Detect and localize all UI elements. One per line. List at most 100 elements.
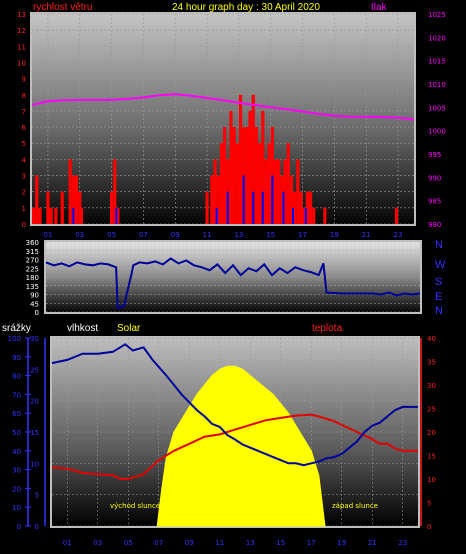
wind-bar <box>264 159 268 224</box>
wind-bar <box>280 175 284 224</box>
gust-bar <box>292 207 295 224</box>
wind-bar <box>205 191 209 224</box>
hour-tick: 07 <box>154 539 163 547</box>
compass-letter: S <box>435 276 442 288</box>
wind-bar <box>283 159 287 224</box>
wind-bar <box>49 207 53 224</box>
wind-bar <box>305 191 309 224</box>
wind-speed-tick: 2 <box>22 189 26 197</box>
wind-bar <box>210 175 214 224</box>
hour-tick: 19 <box>330 231 339 239</box>
hour-tick: 21 <box>362 231 371 239</box>
wind-speed-tick: 5 <box>22 140 26 148</box>
rain-tick: 20 <box>12 485 21 493</box>
wind-speed-tick: 4 <box>22 156 27 164</box>
wind-bar <box>222 127 227 224</box>
pressure-tick: 995 <box>428 151 441 159</box>
wind-direction-plot-area <box>46 242 420 312</box>
climate-marks <box>51 343 418 527</box>
humidity-tick: 0 <box>35 523 39 531</box>
pressure-tick: 1015 <box>428 58 446 66</box>
wind-bar <box>232 127 236 224</box>
rain-label: srážky <box>2 323 31 334</box>
temperature-label: teplota <box>312 323 342 334</box>
chart-title: 24 hour graph day : 30 April 2020 <box>172 2 320 13</box>
humidity-tick: 25 <box>30 366 39 374</box>
wind-bar <box>308 191 313 224</box>
temperature-tick: 15 <box>427 453 436 461</box>
wind-speed-tick: 10 <box>17 59 26 67</box>
hour-tick: 01 <box>63 539 72 547</box>
wind-speed-tick: 9 <box>22 76 26 84</box>
direction-tick: 135 <box>26 283 39 291</box>
wind-bar <box>46 191 50 224</box>
temperature-tick: 5 <box>427 500 431 508</box>
gust-bar <box>261 191 264 224</box>
wind-bar <box>296 159 300 224</box>
wind-pressure-marks <box>31 93 415 225</box>
pressure-tick: 1025 <box>428 11 446 19</box>
rain-tick: 30 <box>12 467 21 475</box>
temperature-line <box>51 413 418 480</box>
hour-tick: 15 <box>276 539 285 547</box>
wind-speed-tick: 12 <box>17 27 26 35</box>
wind-bar <box>261 110 265 224</box>
wind-bar <box>219 143 224 224</box>
pressure-tick: 1010 <box>428 81 446 89</box>
wind-bar <box>302 207 306 224</box>
wind-bar <box>213 159 217 224</box>
wind-bar <box>299 191 303 224</box>
wind-bar <box>79 207 83 224</box>
direction-tick: 360 <box>26 239 39 247</box>
wind-bar <box>68 159 72 224</box>
hour-tick: 19 <box>337 539 346 547</box>
wind-speed-tick: 6 <box>22 124 27 132</box>
rain-tick: 10 <box>12 504 21 512</box>
rain-tick: 60 <box>12 410 21 418</box>
direction-tick: 225 <box>26 265 39 273</box>
wind-bar <box>113 159 117 224</box>
pressure-tick: 980 <box>428 221 441 229</box>
wind-bar <box>251 94 255 225</box>
pressure-tick: 1020 <box>428 34 446 42</box>
pressure-tick: 985 <box>428 198 441 206</box>
humidity-tick: 20 <box>30 398 39 406</box>
pressure-tick: 990 <box>428 174 441 182</box>
rain-tick: 40 <box>12 448 21 456</box>
gust-bar <box>242 175 245 224</box>
wind-bar <box>35 175 39 224</box>
humidity-line <box>51 343 418 467</box>
hour-tick: 17 <box>307 539 316 547</box>
humidity-tick: 30 <box>30 335 39 343</box>
direction-tick: 45 <box>30 300 39 308</box>
wind-bar <box>248 110 252 224</box>
hour-tick: 03 <box>75 231 84 239</box>
hour-tick: 21 <box>368 539 377 547</box>
gust-bar <box>215 207 218 224</box>
temperature-tick: 35 <box>427 359 436 367</box>
hour-tick: 09 <box>171 231 180 239</box>
pressure-line <box>31 93 415 121</box>
climate-axes: 0102030405060708090100051015202530051015… <box>8 335 436 547</box>
wind-bar <box>245 127 249 224</box>
hour-tick: 05 <box>107 231 116 239</box>
wind-bar <box>54 207 58 224</box>
wind-bar <box>60 191 64 224</box>
temperature-tick: 40 <box>427 335 436 343</box>
rain-tick: 0 <box>17 523 21 531</box>
direction-tick: 0 <box>35 309 39 317</box>
temperature-tick: 25 <box>427 406 436 414</box>
humidity-tick: 5 <box>35 492 39 500</box>
hour-tick: 13 <box>246 539 255 547</box>
temperature-tick: 10 <box>427 476 436 484</box>
pressure-tick: 1000 <box>428 128 446 136</box>
wind-speed-tick: 7 <box>22 108 26 116</box>
hour-tick: 23 <box>394 231 403 239</box>
hour-tick: 11 <box>203 231 212 239</box>
temperature-tick: 30 <box>427 382 436 390</box>
gust-bar <box>271 175 274 224</box>
wind-speed-tick: 8 <box>22 92 26 100</box>
direction-tick: 180 <box>26 274 39 282</box>
